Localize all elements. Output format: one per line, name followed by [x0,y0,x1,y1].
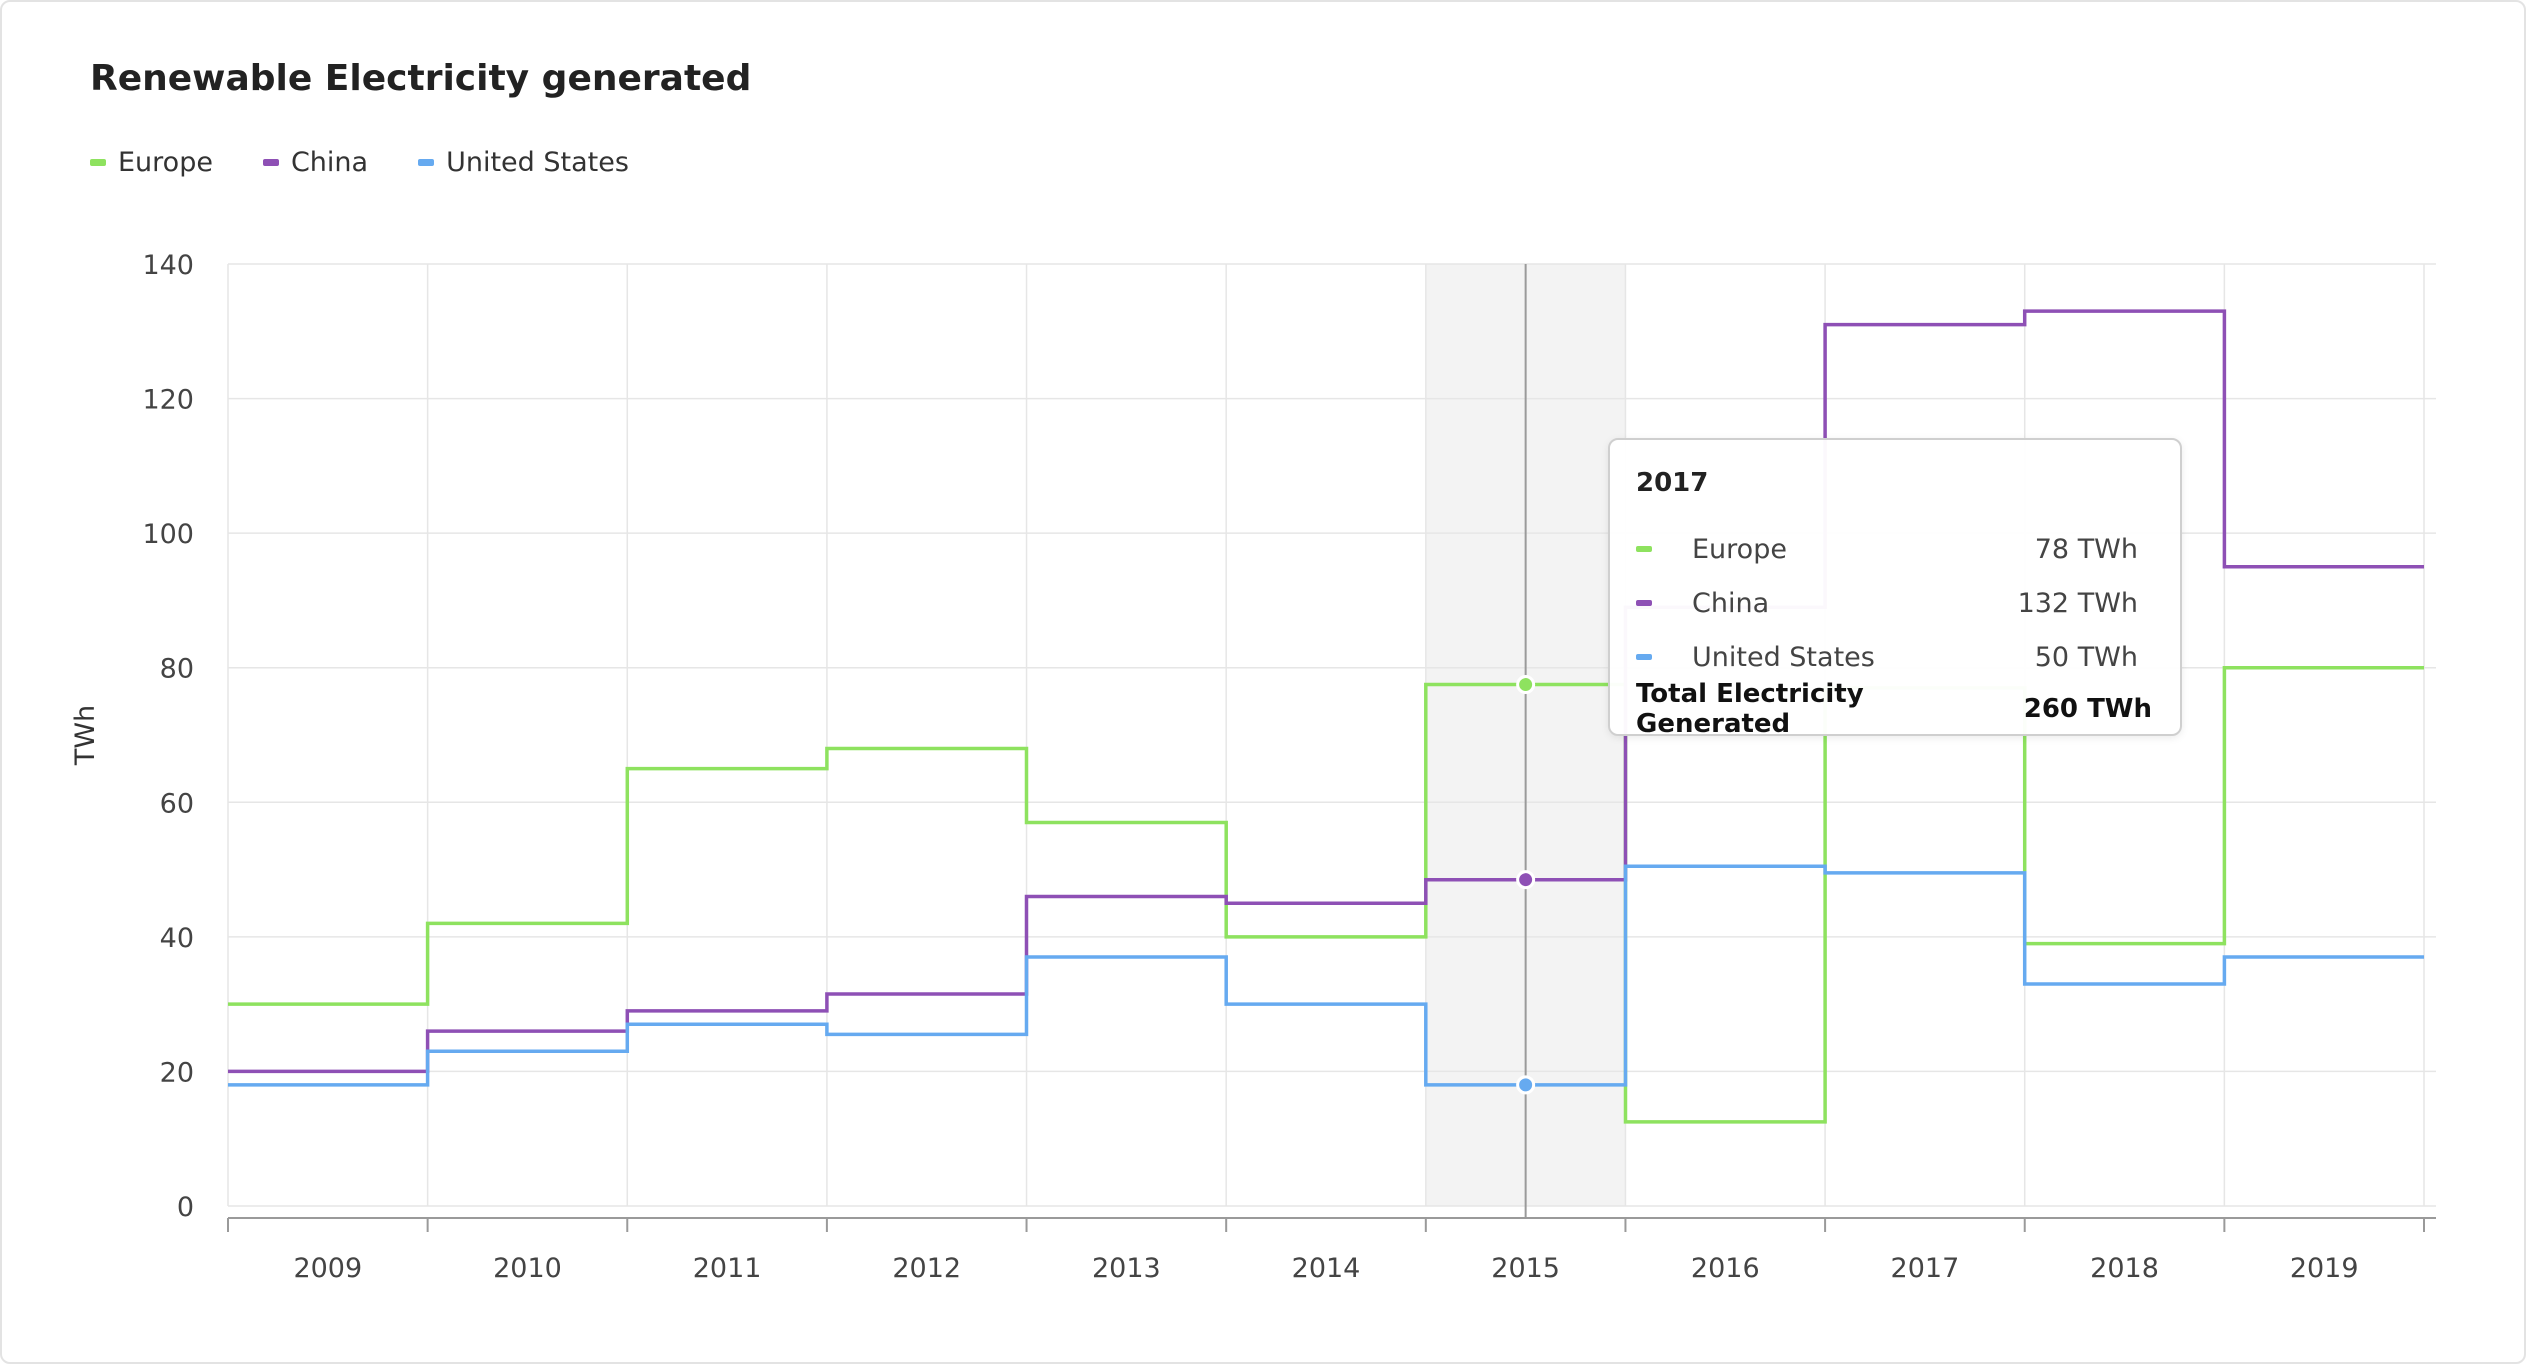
legend-label-united-states: United States [446,147,629,178]
x-tick-label: 2011 [693,1253,762,1284]
legend-swatch-europe [90,159,106,166]
tooltip-value-europe: 78 TWh [2034,533,2138,565]
legend-swatch-united-states [418,159,435,166]
chart-legend: Europe China United States [90,147,629,178]
y-tick-label: 80 [160,654,194,685]
tooltip-total-label: Total Electricity Generated [1636,679,1864,739]
tooltip-row-china: China 132 TWh [1636,576,2152,630]
tooltip-value-united-states: 50 TWh [2034,641,2138,673]
tooltip-total-row: Total Electricity Generated 260 TWh [1636,679,2152,739]
x-tick-label: 2009 [293,1253,362,1284]
y-tick-label: 100 [142,519,194,550]
tooltip-row-europe: Europe 78 TWh [1636,522,2152,576]
series-line-united-states [228,864,2424,1087]
tooltip-swatch-united-states [1636,654,1652,660]
chart-title: Renewable Electricity generated [90,58,752,99]
legend-label-europe: Europe [118,147,213,178]
y-tick-label: 120 [142,385,194,416]
tooltip-total-value: 260 TWh [2023,694,2152,724]
hover-point-united-states [1516,1075,1536,1095]
x-tick-label: 2012 [892,1253,961,1284]
x-tick-label: 2017 [1891,1253,1960,1284]
tooltip-name-china: China [1692,587,1770,619]
y-tick-label: 140 [142,250,194,281]
tooltip-row-united-states: United States 50 TWh [1636,630,2152,684]
tooltip-swatch-china [1636,600,1652,606]
tooltip-swatch-europe [1636,546,1652,552]
series-line-china [228,309,2424,1074]
legend-item-china[interactable]: China [262,147,369,178]
tooltip-name-europe: Europe [1692,533,1787,565]
x-tick-label: 2014 [1292,1253,1361,1284]
series-line-europe [228,665,2424,1124]
hover-point-europe [1516,675,1536,695]
legend-item-europe[interactable]: Europe [90,147,213,178]
legend-label-china: China [290,147,369,178]
x-tick-label: 2018 [2090,1253,2159,1284]
tooltip-value-china: 132 TWh [2017,587,2138,619]
tooltip-name-united-states: United States [1692,641,1875,673]
y-tick-label: 20 [160,1057,194,1088]
x-tick-label: 2010 [493,1253,562,1284]
y-tick-label: 0 [177,1192,194,1223]
y-tick-label: 40 [160,923,194,954]
chart-tooltip: 2017 Europe 78 TWh China 132 TWh United … [1608,438,2182,739]
x-tick-label: 2016 [1691,1253,1760,1284]
y-axis-label: TWh [70,705,101,766]
x-tick-label: 2019 [2290,1253,2359,1284]
x-tick-label: 2013 [1092,1253,1161,1284]
hover-point-china [1516,870,1536,890]
y-tick-label: 60 [160,788,194,819]
x-tick-label: 2015 [1491,1253,1560,1284]
tooltip-title: 2017 [1636,468,1709,498]
legend-swatch-china [262,159,279,166]
legend-item-united-states[interactable]: United States [418,147,629,178]
